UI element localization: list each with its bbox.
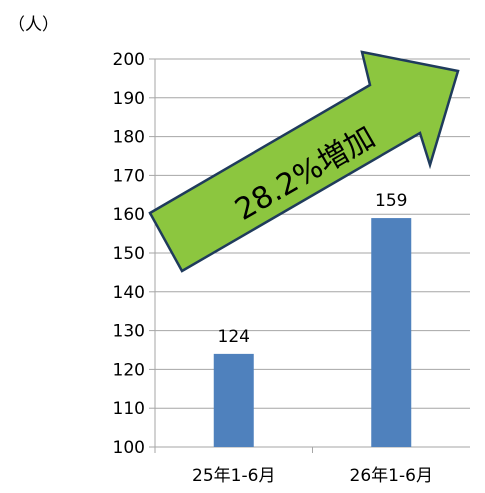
bar (213, 353, 254, 447)
data-label: 159 (375, 191, 407, 211)
y-tick-label: 100 (113, 438, 145, 458)
y-tick-label: 110 (113, 399, 145, 419)
x-axis-ticks: 25年1-6月 26年1-6月 (154, 447, 433, 486)
y-tick-label: 150 (113, 244, 145, 264)
data-labels: 124 159 (218, 191, 408, 347)
y-tick-label: 140 (113, 283, 145, 303)
bar (371, 218, 412, 447)
bars (213, 218, 412, 447)
x-tick-label: 25年1-6月 (192, 466, 275, 486)
increase-arrow-shape (148, 50, 460, 273)
increase-arrow: 28.2%増加 (148, 50, 460, 273)
y-tick-label: 130 (113, 322, 145, 342)
y-axis-unit-label: （人） (8, 15, 59, 35)
x-tick-label: 26年1-6月 (350, 466, 433, 486)
y-tick-label: 170 (113, 166, 145, 186)
y-tick-label: 200 (113, 50, 145, 70)
y-tick-label: 180 (113, 128, 145, 148)
y-tick-label: 160 (113, 205, 145, 225)
y-axis-ticks: 100 110 120 130 140 150 160 170 180 190 200 (113, 50, 155, 458)
y-tick-label: 190 (113, 89, 145, 109)
y-tick-label: 120 (113, 360, 145, 380)
data-label: 124 (218, 327, 250, 347)
